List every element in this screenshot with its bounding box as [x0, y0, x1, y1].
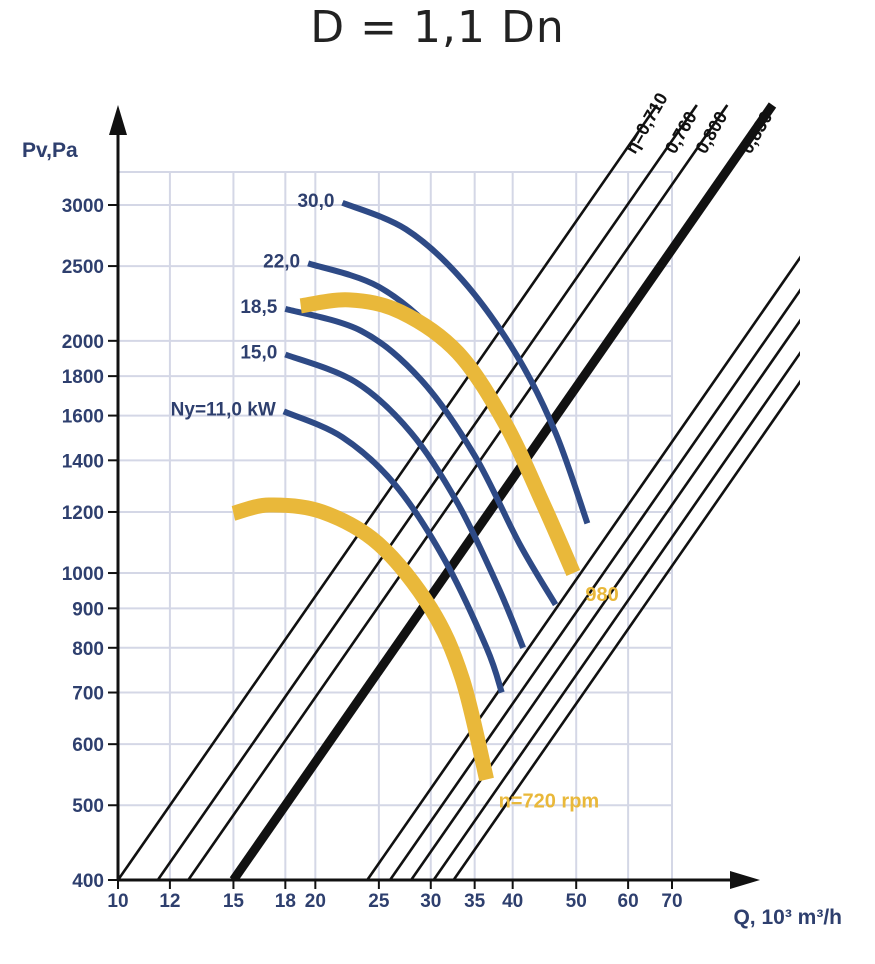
- x-tick-label: 25: [368, 891, 390, 912]
- y-tick-label: 1200: [62, 503, 104, 524]
- x-tick-label: 12: [159, 891, 180, 912]
- y-tick-label: 2000: [62, 332, 104, 353]
- x-axis-label: Q, 10³ m³/h: [733, 906, 842, 929]
- efficiency-label: 0,800: [691, 108, 731, 157]
- speed-curves: [231, 292, 581, 782]
- y-tick-label: 3000: [62, 196, 104, 217]
- y-tick-label: 1400: [62, 451, 104, 472]
- efficiency-label: 0,800: [870, 108, 875, 157]
- chart-title: D = 1,1 Dn: [310, 2, 565, 53]
- y-tick-label: 1600: [62, 407, 104, 428]
- efficiency-line: [452, 379, 800, 880]
- x-tick-label: 20: [305, 891, 326, 912]
- y-tick-label: 1800: [62, 367, 104, 388]
- power-curve-label: 18,5: [240, 297, 277, 318]
- y-tick-label: 600: [72, 735, 104, 756]
- x-tick-label: 35: [464, 891, 486, 912]
- x-axis-arrow: [730, 871, 760, 889]
- y-tick-label: 2500: [62, 257, 104, 278]
- power-curve: [284, 351, 526, 649]
- x-tick-label: 70: [661, 891, 682, 912]
- power-curve: [284, 306, 559, 607]
- efficiency-line: [187, 104, 729, 880]
- power-curve: [341, 199, 591, 525]
- axes: [108, 105, 760, 889]
- x-tick-label: 60: [618, 891, 639, 912]
- speed-curve: [231, 497, 494, 782]
- efficiency-label: 0,830: [737, 108, 777, 157]
- power-curve-label: 22,0: [263, 251, 300, 272]
- y-tick-label: 700: [72, 684, 104, 705]
- x-tick-label: 18: [275, 891, 296, 912]
- speed-curve-label: n=720 rpm: [499, 790, 600, 812]
- y-axis-label: Pv,Pa: [22, 139, 78, 162]
- y-axis-arrow: [109, 105, 127, 135]
- efficiency-line: [410, 318, 800, 880]
- x-tick-label: 10: [107, 891, 128, 912]
- y-tick-label: 1000: [62, 564, 104, 585]
- y-tick-label: 900: [72, 599, 104, 620]
- efficiency-line: [388, 288, 800, 880]
- efficiency-line: [432, 350, 800, 880]
- power-curve-label: Ny=11,0 kW: [171, 399, 276, 420]
- y-tick-label: 800: [72, 639, 104, 660]
- x-tick-label: 50: [566, 891, 587, 912]
- efficiency-line: [156, 104, 698, 880]
- y-tick-label: 400: [72, 871, 104, 892]
- labels: η=0,7100,7600,8000,8300,8000,7600,7100,6…: [22, 89, 875, 929]
- x-tick-label: 30: [420, 891, 441, 912]
- y-tick-label: 500: [72, 796, 104, 817]
- x-tick-label: 40: [502, 891, 523, 912]
- power-curve-label: 30,0: [297, 191, 334, 212]
- efficiency-line: [116, 104, 659, 880]
- efficiency-line: [229, 102, 777, 880]
- power-curve: [282, 408, 505, 694]
- x-tick-label: 15: [223, 891, 245, 912]
- efficiency-line: [366, 255, 800, 880]
- grid: [117, 171, 673, 881]
- speed-curve: [299, 292, 581, 577]
- power-curve-label: 15,0: [240, 343, 277, 364]
- speed-curve-label: 980: [585, 584, 618, 606]
